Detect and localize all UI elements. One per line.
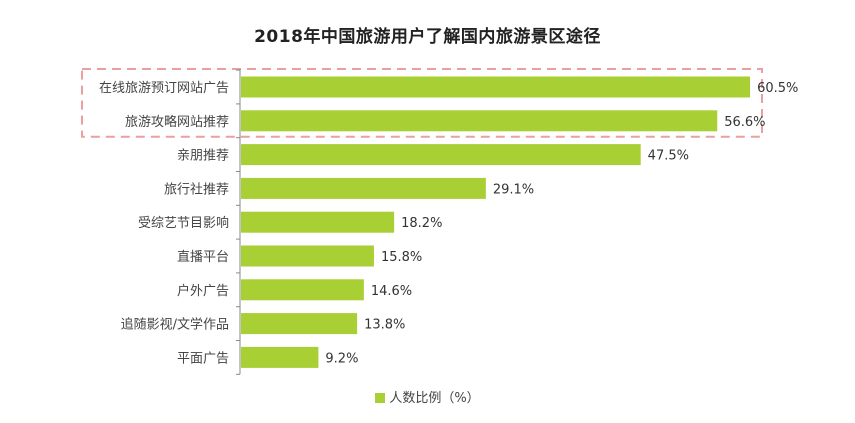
value-label: 14.6% [371,284,412,299]
highlight-box [81,68,763,138]
bar-chart: 在线旅游预订网站广告 60.5% 旅游攻略网站推荐 56.6% 亲朋推荐 47.5% 旅行社… [81,68,798,375]
category-label: 追随影视/文学作品 [121,317,229,333]
category-label: 在线旅游预订网站广告 [99,81,229,96]
category-label: 户外广告 [177,283,229,299]
value-label: 13.8% [364,318,405,333]
bar [241,245,374,267]
bar [241,313,358,335]
value-label: 47.5% [648,149,689,164]
bar [241,346,319,368]
bar [241,76,751,98]
category-label: 亲朋推荐 [177,149,229,164]
category-label: 旅行社推荐 [164,181,229,197]
bar [241,110,718,132]
bar [241,279,364,301]
value-label: 56.6% [724,115,765,130]
value-label: 9.2% [325,351,358,366]
chart-title: 2018年中国旅游用户了解国内旅游景区途径 [254,27,601,47]
bar [241,177,486,199]
value-label: 60.5% [757,81,798,96]
legend: 人数比例（%） [0,387,855,406]
value-label: 18.2% [401,216,442,231]
category-label: 平面广告 [177,351,229,366]
value-label: 15.8% [381,250,422,265]
value-label: 29.1% [493,182,534,197]
legend-swatch [375,392,386,403]
bar [241,211,395,233]
legend-label: 人数比例（%） [389,391,480,406]
category-label: 直播平台 [177,250,229,265]
bar [241,144,641,166]
category-label: 受综艺节目影响 [138,215,229,231]
category-label: 旅游攻略网站推荐 [125,114,229,130]
